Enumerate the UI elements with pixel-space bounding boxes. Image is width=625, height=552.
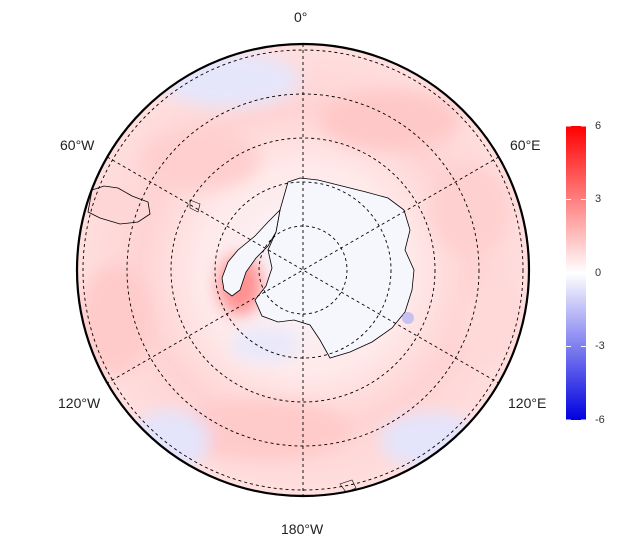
antarctica-landmass	[254, 177, 415, 359]
label-0: 0°	[294, 9, 308, 25]
colorbar-tick-neg3: -3	[595, 340, 605, 352]
south-america-tip	[87, 185, 151, 225]
label-60w: 60°W	[60, 137, 95, 153]
antarctic-peninsula	[221, 208, 281, 297]
colorbar-tick-6: 6	[595, 120, 602, 132]
label-180w: 180°W	[281, 521, 324, 537]
label-60e: 60°E	[510, 137, 541, 153]
colorbar-tick-3: 3	[595, 193, 602, 205]
graticule	[82, 44, 524, 496]
colorbar-tick-0: 0	[595, 267, 602, 279]
map-boundary	[75, 42, 531, 498]
anomaly-field	[77, 44, 529, 496]
label-120e: 120°E	[508, 395, 547, 411]
label-120w: 120°W	[58, 395, 101, 411]
colorbar-tick-neg6: -6	[595, 414, 605, 426]
colorbar-ticks	[566, 125, 586, 421]
